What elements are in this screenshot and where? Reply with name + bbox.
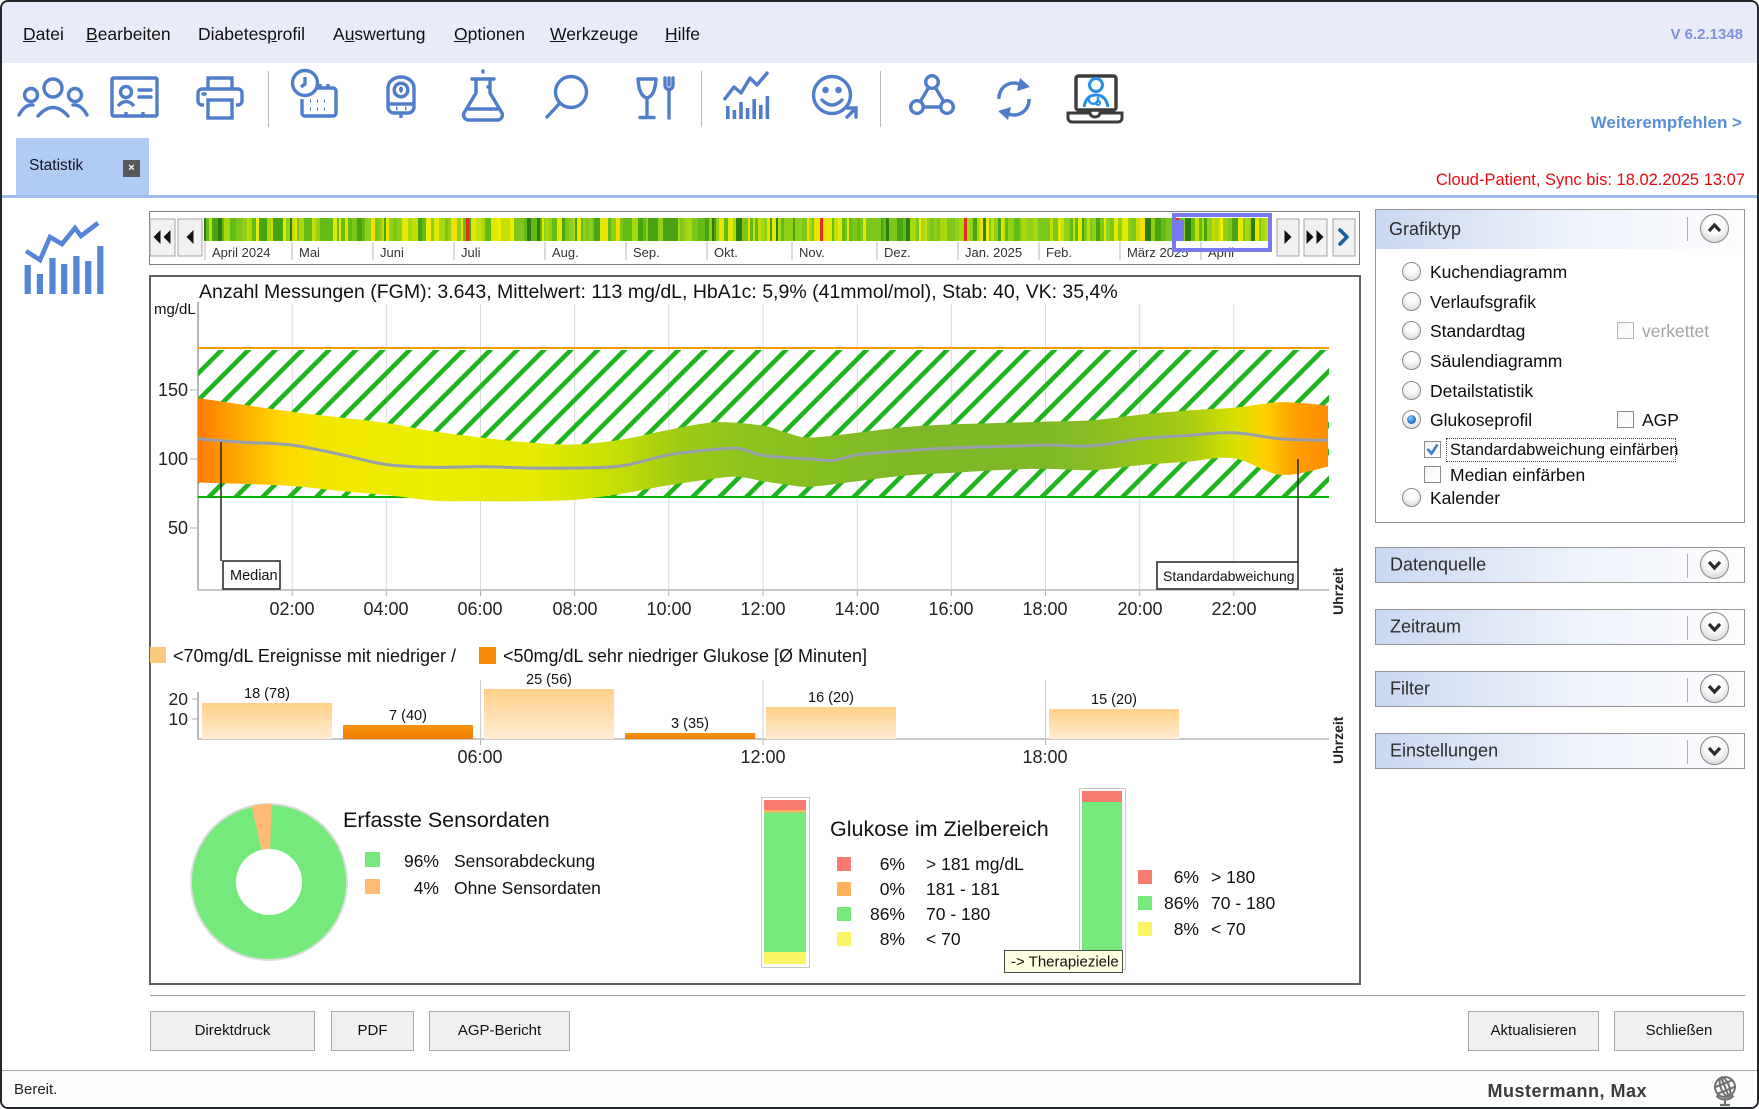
svg-text:Aug.: Aug. — [552, 245, 579, 260]
svg-text:15 (20): 15 (20) — [1091, 692, 1137, 708]
svg-text:Mai: Mai — [299, 245, 320, 260]
svg-text:18 (78): 18 (78) — [244, 686, 290, 702]
svg-text:April 2024: April 2024 — [212, 245, 271, 260]
svg-text:06:00: 06:00 — [457, 747, 502, 767]
svg-text:Nov.: Nov. — [799, 245, 825, 260]
svg-text:08:00: 08:00 — [552, 599, 597, 619]
svg-text:mg/dL: mg/dL — [154, 301, 196, 318]
svg-text:8%: 8% — [1174, 919, 1199, 939]
svg-text:181 - 181: 181 - 181 — [926, 879, 1000, 899]
svg-text:3 (35): 3 (35) — [671, 716, 709, 732]
svg-text:Juli: Juli — [461, 245, 481, 260]
svg-text:20:00: 20:00 — [1117, 599, 1162, 619]
svg-text:18:00: 18:00 — [1022, 599, 1067, 619]
svg-text:10:00: 10:00 — [646, 599, 691, 619]
svg-text:> 181 mg/dL: > 181 mg/dL — [926, 854, 1024, 874]
svg-text:96%: 96% — [404, 851, 439, 871]
svg-text:12:00: 12:00 — [740, 747, 785, 767]
svg-text:Erfasste Sensordaten: Erfasste Sensordaten — [343, 808, 550, 832]
svg-text:10: 10 — [169, 709, 189, 729]
svg-text:16 (20): 16 (20) — [808, 690, 854, 706]
svg-text:7 (40): 7 (40) — [389, 708, 427, 724]
svg-text:< 70: < 70 — [926, 929, 961, 949]
svg-text:Standardabweichung: Standardabweichung — [1163, 568, 1295, 584]
svg-text:6%: 6% — [1174, 867, 1199, 887]
svg-text:86%: 86% — [1164, 893, 1199, 913]
svg-text:<70mg/dL Ereignisse mit niedri: <70mg/dL Ereignisse mit niedriger / — [173, 646, 456, 666]
svg-text:Ohne Sensordaten: Ohne Sensordaten — [454, 878, 601, 898]
svg-text:Glukose im Zielbereich: Glukose im Zielbereich — [830, 817, 1049, 841]
svg-text:04:00: 04:00 — [363, 599, 408, 619]
svg-text:06:00: 06:00 — [457, 599, 502, 619]
svg-text:Anzahl Messungen (FGM): 3.643,: Anzahl Messungen (FGM): 3.643, Mittelwer… — [199, 281, 1118, 303]
svg-text:16:00: 16:00 — [928, 599, 973, 619]
svg-text:14:00: 14:00 — [834, 599, 879, 619]
svg-text:150: 150 — [158, 380, 188, 400]
svg-text:18:00: 18:00 — [1022, 747, 1067, 767]
svg-text:Sep.: Sep. — [633, 245, 660, 260]
svg-text:> 180: > 180 — [1211, 867, 1256, 887]
svg-text:Median: Median — [230, 568, 278, 584]
svg-text:Uhrzeit: Uhrzeit — [1330, 716, 1346, 764]
svg-text:Uhrzeit: Uhrzeit — [1330, 567, 1346, 615]
svg-text:70 - 180: 70 - 180 — [926, 904, 990, 924]
svg-text:8%: 8% — [880, 929, 905, 949]
svg-text:Jan. 2025: Jan. 2025 — [965, 245, 1022, 260]
svg-text:Okt.: Okt. — [714, 245, 738, 260]
svg-text:02:00: 02:00 — [269, 599, 314, 619]
svg-text:12:00: 12:00 — [740, 599, 785, 619]
svg-text:März 2025: März 2025 — [1127, 245, 1188, 260]
svg-text:Dez.: Dez. — [884, 245, 911, 260]
svg-text:< 70: < 70 — [1211, 919, 1246, 939]
svg-text:April: April — [1208, 245, 1234, 260]
svg-text:100: 100 — [158, 449, 188, 469]
svg-text:6%: 6% — [880, 854, 905, 874]
svg-text:Feb.: Feb. — [1046, 245, 1072, 260]
svg-text:0%: 0% — [880, 879, 905, 899]
svg-text:4%: 4% — [414, 878, 439, 898]
svg-text:25 (56): 25 (56) — [526, 672, 572, 688]
svg-text:50: 50 — [168, 518, 188, 538]
svg-text:22:00: 22:00 — [1211, 599, 1256, 619]
svg-text:86%: 86% — [870, 904, 905, 924]
svg-text:<50mg/dL sehr niedriger Glukos: <50mg/dL sehr niedriger Glukose [Ø Minut… — [503, 646, 867, 666]
svg-text:70 - 180: 70 - 180 — [1211, 893, 1275, 913]
svg-text:Sensorabdeckung: Sensorabdeckung — [454, 851, 595, 871]
svg-text:-> Therapieziele: -> Therapieziele — [1011, 954, 1119, 971]
svg-text:Juni: Juni — [380, 245, 404, 260]
svg-text:20: 20 — [169, 689, 189, 709]
